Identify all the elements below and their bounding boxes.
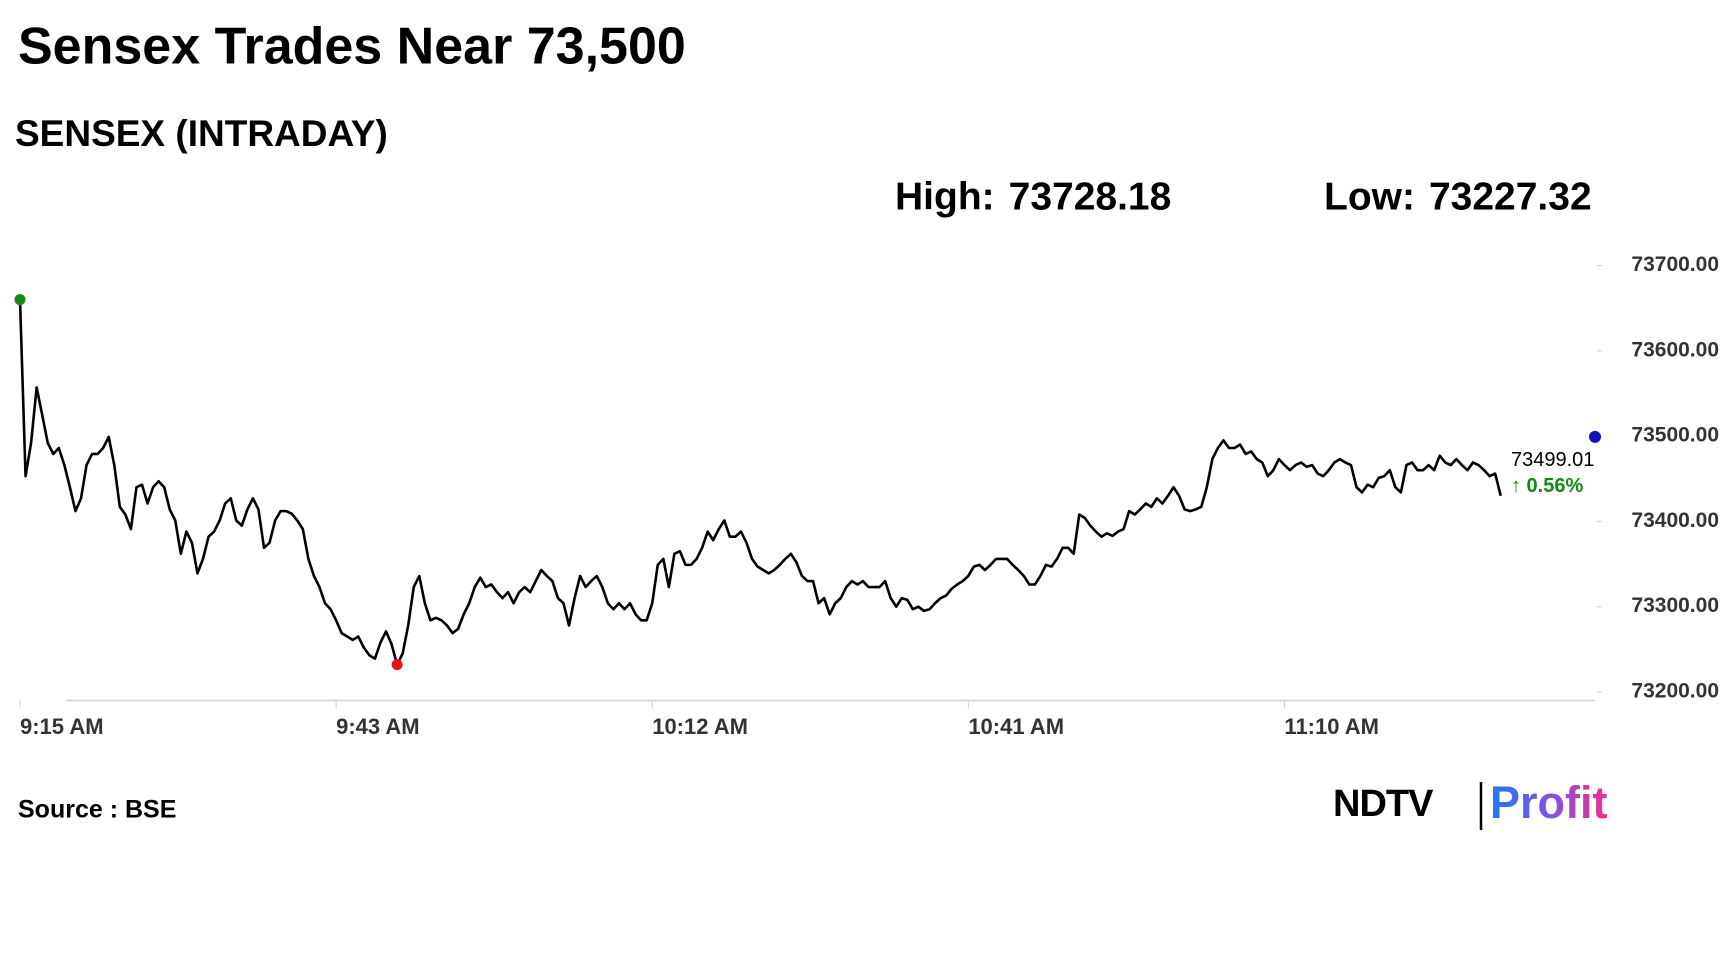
- brand-profit: Profit: [1490, 777, 1608, 828]
- y-tick-label: 73400.00: [1631, 509, 1719, 532]
- low-label: Low:: [1324, 175, 1415, 218]
- y-tick-label: 73600.00: [1631, 338, 1719, 361]
- last-value-label: 73499.01: [1511, 449, 1594, 471]
- chart-subtitle: SENSEX (INTRADAY): [15, 113, 388, 154]
- y-tick-label: 73200.00: [1631, 680, 1719, 703]
- change-label: ↑ 0.56%: [1511, 475, 1583, 497]
- y-tick-label: 73500.00: [1631, 424, 1719, 447]
- high-value: 73728.18: [1009, 175, 1172, 218]
- x-tick-label: 10:41 AM: [968, 714, 1064, 739]
- low-marker: [391, 659, 403, 671]
- x-tick-label: 11:10 AM: [1284, 714, 1379, 739]
- y-tick-label: 73300.00: [1631, 594, 1719, 617]
- start-marker: [14, 294, 26, 306]
- brand-ndtv: NDTV: [1333, 783, 1434, 825]
- x-tick-label: 9:15 AM: [20, 714, 104, 739]
- low-value: 73227.32: [1429, 175, 1592, 218]
- x-tick-label: 10:12 AM: [652, 714, 748, 739]
- x-tick-label: 9:43 AM: [336, 714, 420, 739]
- last-marker: [1589, 430, 1601, 443]
- price-line: [18, 299, 1502, 666]
- high-label: High:: [895, 175, 995, 218]
- source: Source : BSE: [18, 796, 176, 824]
- chart-title: Sensex Trades Near 73,500: [18, 18, 686, 76]
- y-tick-label: 73700.00: [1631, 253, 1719, 276]
